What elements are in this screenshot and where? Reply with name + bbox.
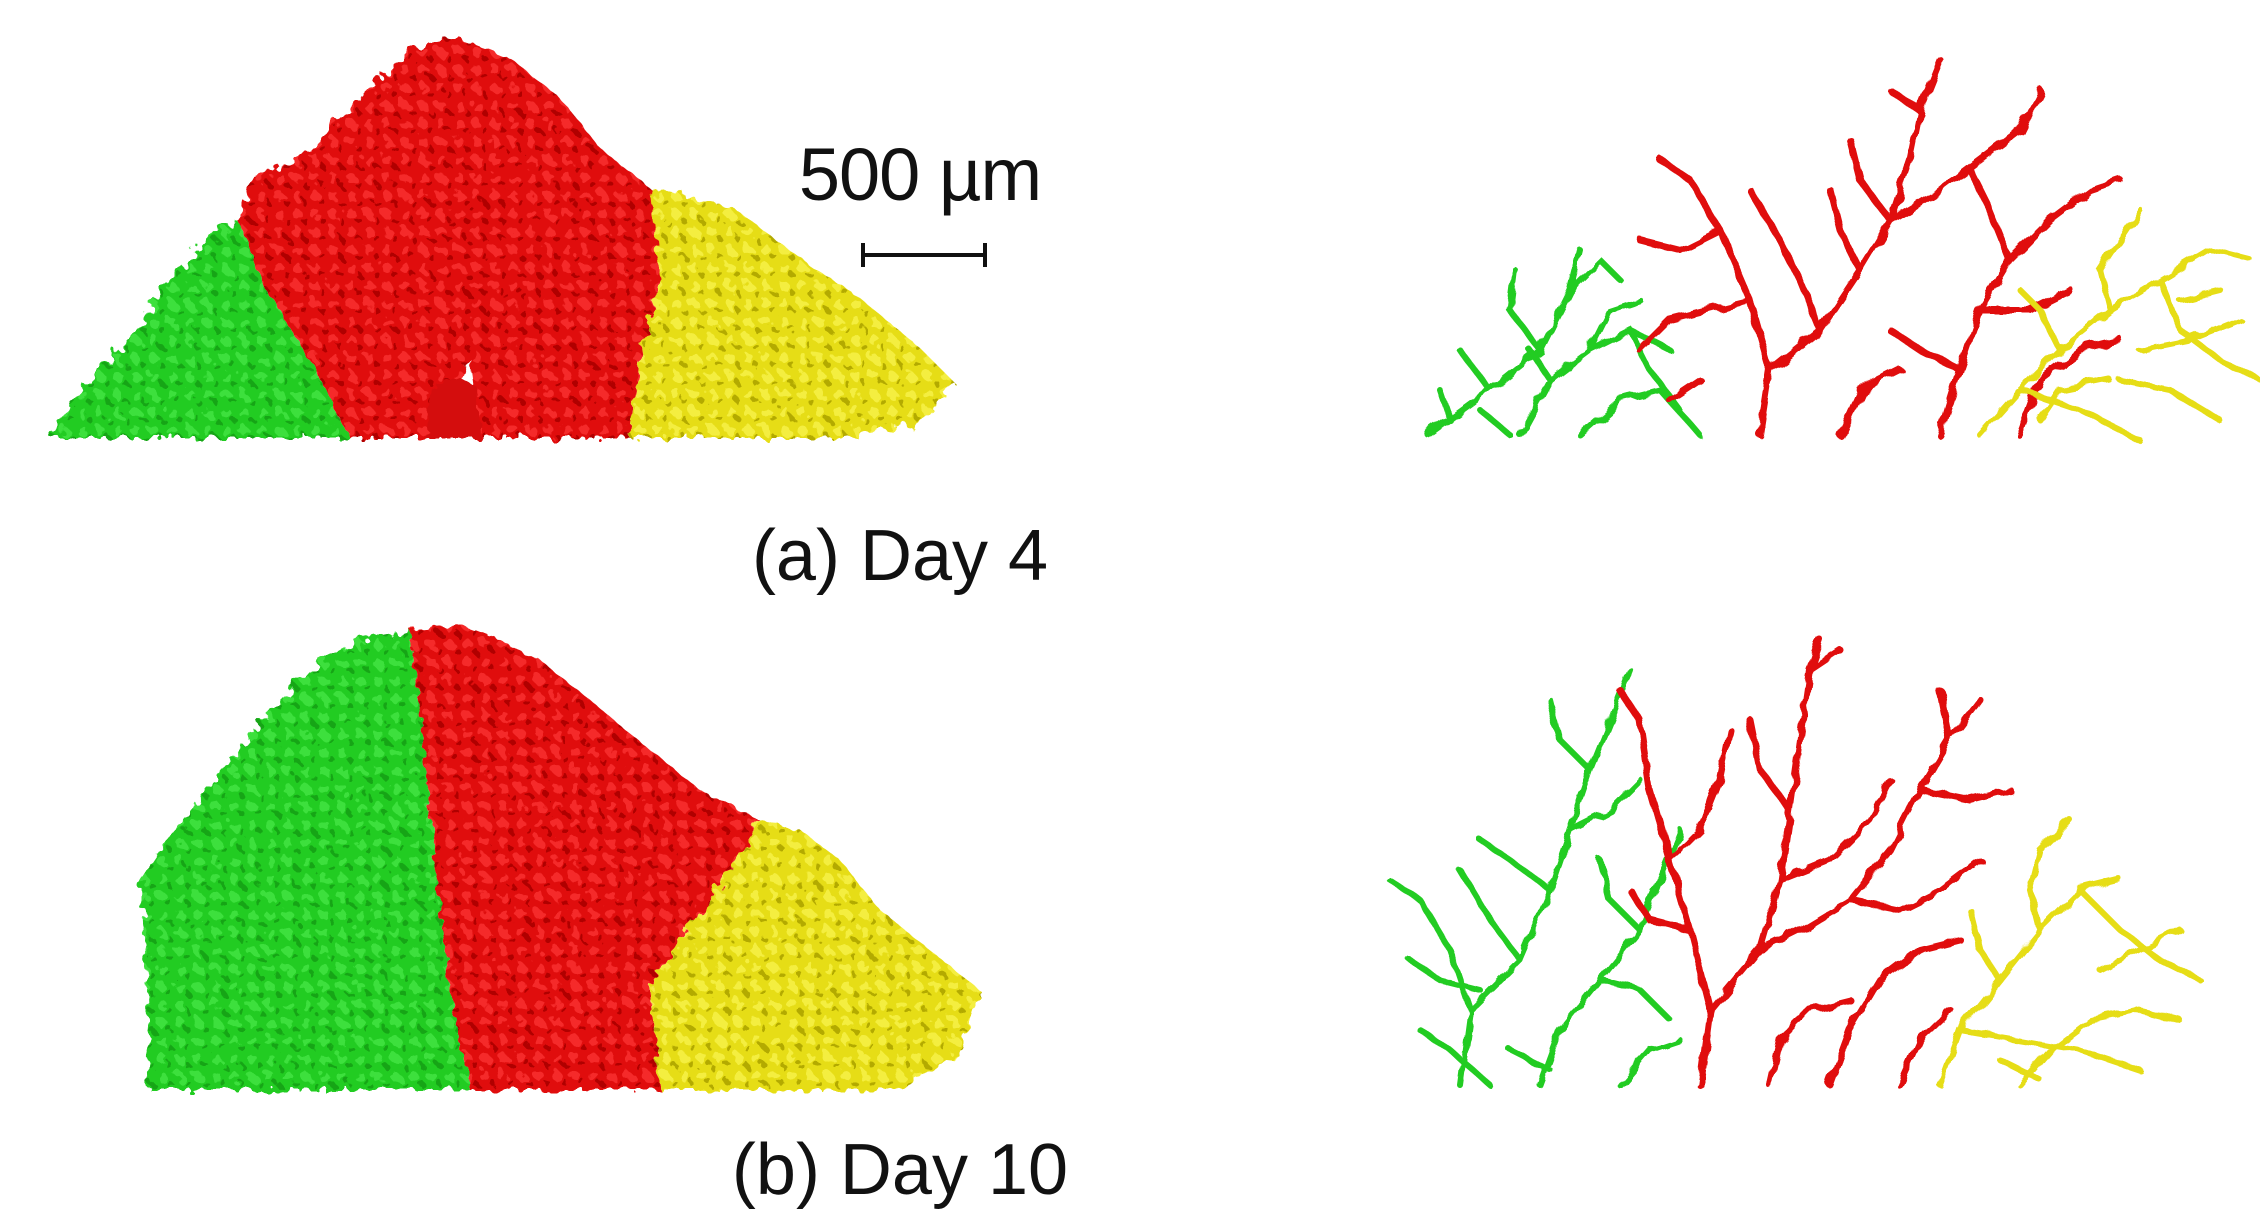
yellow-tree [1977, 207, 2260, 443]
yellow-lobe [650, 820, 980, 1090]
day4-skeleton-render [1425, 56, 2260, 443]
green-lobe [50, 223, 350, 438]
green-tree [1387, 667, 1683, 1088]
scale-bar-line [861, 243, 987, 267]
day10-skeleton-render [1387, 636, 2203, 1089]
red-lobe [410, 625, 760, 1090]
scale-bar: 500 µm [790, 135, 1050, 275]
red-tree [1616, 636, 2014, 1089]
panel-b-caption: (b) Day 10 [731, 1130, 1069, 1210]
panel-a-caption: (a) Day 4 [751, 516, 1049, 596]
yellow-lobe [630, 188, 955, 438]
red-trunk [425, 378, 480, 438]
green-lobe [140, 630, 470, 1090]
yellow-tree [1937, 817, 2203, 1088]
red-lobe [240, 38, 680, 438]
green-tree [1425, 247, 1703, 438]
scale-bar-label: 500 µm [798, 133, 1042, 216]
day4-surface-render [50, 38, 955, 438]
red-tree [1636, 56, 2124, 439]
day10-surface-render [140, 625, 980, 1090]
